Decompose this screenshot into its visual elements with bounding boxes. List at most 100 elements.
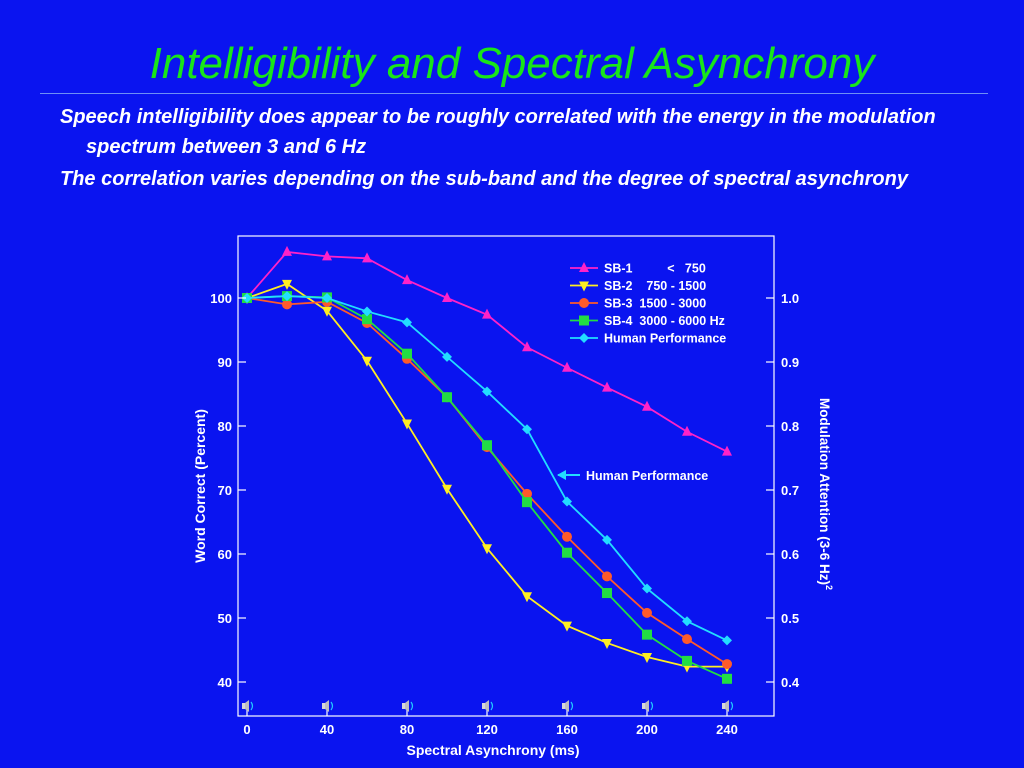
data-point <box>579 298 589 308</box>
speaker-icon-cone <box>725 700 729 712</box>
speaker-icon-body <box>642 703 645 709</box>
data-point <box>562 547 572 558</box>
data-point <box>602 571 612 582</box>
data-point <box>442 484 452 495</box>
data-point <box>722 659 732 670</box>
data-point <box>362 252 372 263</box>
data-point <box>482 308 492 319</box>
speaker-icon[interactable] <box>482 700 494 712</box>
data-point <box>579 262 589 272</box>
data-point <box>579 315 589 326</box>
data-point <box>322 293 332 303</box>
series-human-performance <box>242 291 732 646</box>
y2-axis-label-superscript: 2 <box>824 585 834 590</box>
legend-entry: SB-1 < 750 <box>570 262 706 276</box>
speaker-icon-cone <box>325 700 329 712</box>
y-tick-label: 80 <box>218 419 232 434</box>
legend-label: SB-1 < 750 <box>604 262 706 276</box>
speaker-icon-cone <box>485 700 489 712</box>
speaker-icon-wave <box>570 701 574 711</box>
bullet-point: The correlation varies depending on the … <box>60 168 908 190</box>
speaker-icon-body <box>482 703 485 709</box>
data-point <box>642 607 652 618</box>
x-tick-label: 160 <box>556 722 578 737</box>
y-tick-label: 100 <box>210 291 232 306</box>
y-tick-label: 50 <box>218 611 232 626</box>
data-point <box>402 317 412 328</box>
speaker-icon-wave <box>730 701 734 711</box>
x-axis-label: Spectral Asynchrony (ms) <box>407 742 580 758</box>
y2-tick-label: 0.7 <box>781 483 799 498</box>
title-divider <box>40 93 988 94</box>
data-point <box>682 634 692 645</box>
data-point <box>242 293 252 303</box>
data-point <box>402 419 412 430</box>
x-tick-label: 120 <box>476 722 498 737</box>
data-point <box>642 653 652 664</box>
data-point <box>642 583 652 594</box>
y2-tick-label: 0.4 <box>781 675 800 690</box>
data-point <box>722 445 732 456</box>
data-point <box>562 531 572 542</box>
data-point <box>562 361 572 372</box>
data-point <box>362 356 372 367</box>
data-point <box>642 400 652 411</box>
legend-entry: SB-4 3000 - 6000 Hz <box>570 314 725 328</box>
data-point <box>482 386 492 397</box>
legend-label: SB-2 750 - 1500 <box>604 279 706 293</box>
data-point <box>522 424 532 435</box>
data-point <box>722 635 732 646</box>
data-point <box>579 333 589 343</box>
data-point <box>642 629 652 640</box>
speaker-icon[interactable] <box>322 700 334 712</box>
slide-title: Intelligibility and Spectral Asynchrony <box>149 39 875 88</box>
y-tick-label: 70 <box>218 483 232 498</box>
legend-entry: SB-2 750 - 1500 <box>570 279 706 293</box>
data-point <box>402 274 412 285</box>
annotation-human-performance: Human Performance <box>586 469 708 483</box>
speaker-icon[interactable] <box>722 700 734 712</box>
legend-label: SB-3 1500 - 3000 <box>604 297 706 311</box>
speaker-icon[interactable] <box>242 700 254 712</box>
y2-axis-label: Modulation Attention (3-6 Hz)2 <box>817 398 834 590</box>
speaker-icon[interactable] <box>642 700 654 712</box>
data-point <box>522 488 532 499</box>
series-sb-4 <box>242 291 732 684</box>
x-tick-label: 240 <box>716 722 738 737</box>
speaker-icon-body <box>562 703 565 709</box>
x-tick-label: 200 <box>636 722 658 737</box>
speaker-icon[interactable] <box>562 700 574 712</box>
speaker-icon[interactable] <box>402 700 414 712</box>
data-point <box>682 655 692 666</box>
legend-entry: Human Performance <box>570 332 726 346</box>
speaker-icon-cone <box>245 700 249 712</box>
data-point <box>682 425 692 436</box>
x-tick-label: 80 <box>400 722 414 737</box>
data-point <box>522 341 532 352</box>
data-point <box>442 292 452 302</box>
speaker-icon-cone <box>645 700 649 712</box>
data-point <box>602 381 612 392</box>
data-point <box>442 392 452 403</box>
legend-entry: SB-3 1500 - 3000 <box>570 297 706 311</box>
bullet-point: Speech intelligibility does appear to be… <box>60 106 936 158</box>
data-point <box>682 616 692 627</box>
data-point <box>602 588 612 599</box>
data-point <box>442 351 452 362</box>
series-sb-1 <box>242 245 732 456</box>
y2-tick-label: 0.8 <box>781 419 799 434</box>
data-point <box>362 314 372 325</box>
annotation-arrowhead <box>557 470 566 480</box>
speaker-icon-cone <box>565 700 569 712</box>
y2-tick-label: 0.9 <box>781 355 799 370</box>
y-tick-label: 90 <box>218 355 232 370</box>
y-axis-label: Word Correct (Percent) <box>192 409 208 563</box>
y-tick-label: 40 <box>218 675 232 690</box>
speaker-icon-wave <box>490 701 494 711</box>
y2-tick-label: 0.5 <box>781 611 799 626</box>
data-point <box>322 306 332 317</box>
series-line <box>246 295 728 680</box>
data-point <box>722 673 732 684</box>
x-tick-label: 40 <box>320 722 334 737</box>
